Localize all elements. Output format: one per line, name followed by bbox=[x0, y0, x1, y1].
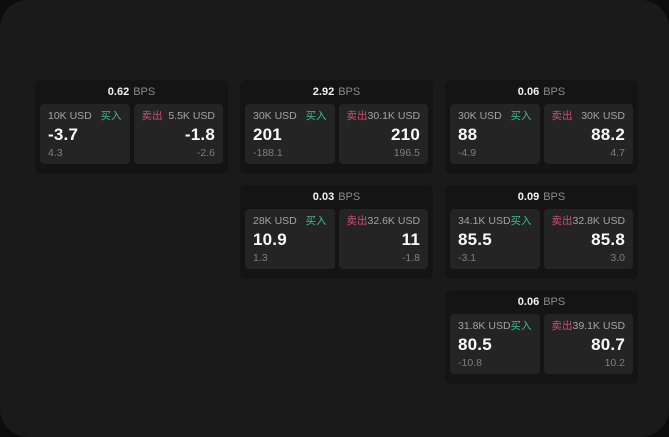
spread-header: 0.09 BPS bbox=[445, 185, 638, 209]
sell-delta: -1.8 bbox=[401, 251, 420, 264]
spread-value: 0.06 bbox=[517, 295, 540, 308]
quote-card: 0.06 BPS 31.8K USD 买入 80.5 -10.8 卖出 39.1… bbox=[445, 290, 638, 384]
spread-header: 0.06 BPS bbox=[445, 80, 638, 104]
buy-price: 85.5 bbox=[458, 230, 492, 249]
sell-price: -1.8 bbox=[184, 125, 215, 144]
spread-value: 0.62 bbox=[107, 85, 130, 98]
sell-side-label: 卖出 bbox=[141, 110, 163, 122]
spread-value: 0.06 bbox=[517, 85, 540, 98]
spread-header: 0.06 BPS bbox=[445, 290, 638, 314]
sell-price: 11 bbox=[401, 230, 420, 249]
spread-unit: BPS bbox=[543, 295, 566, 308]
spread-unit: BPS bbox=[338, 85, 361, 98]
buy-quote-tile[interactable]: 34.1K USD 买入 85.5 -3.1 bbox=[450, 209, 540, 269]
sell-size: 30.1K USD bbox=[367, 110, 421, 122]
sell-quote-tile[interactable]: 卖出 5.5K USD -1.8 -2.6 bbox=[133, 104, 223, 164]
spread-value: 0.03 bbox=[312, 190, 335, 203]
buy-size: 31.8K USD bbox=[458, 320, 511, 332]
buy-side-label: 买入 bbox=[510, 110, 532, 122]
buy-price: 201 bbox=[253, 125, 282, 144]
sell-delta: 196.5 bbox=[393, 146, 420, 159]
buy-delta: -10.8 bbox=[458, 356, 482, 369]
buy-side-label: 买入 bbox=[100, 110, 122, 122]
buy-delta: -3.1 bbox=[458, 251, 477, 264]
quote-card: 0.09 BPS 34.1K USD 买入 85.5 -3.1 卖出 32.8K… bbox=[445, 185, 638, 279]
buy-quote-tile[interactable]: 10K USD 买入 -3.7 4.3 bbox=[40, 104, 130, 164]
spread-unit: BPS bbox=[543, 85, 566, 98]
buy-size: 34.1K USD bbox=[458, 215, 511, 227]
buy-quote-tile[interactable]: 30K USD 买入 88 -4.9 bbox=[450, 104, 540, 164]
buy-quote-tile[interactable]: 28K USD 买入 10.9 1.3 bbox=[245, 209, 335, 269]
buy-price: 80.5 bbox=[458, 335, 492, 354]
buy-quote-tile[interactable]: 31.8K USD 买入 80.5 -10.8 bbox=[450, 314, 540, 374]
buy-quote-tile[interactable]: 30K USD 买入 201 -188.1 bbox=[245, 104, 335, 164]
buy-side-label: 买入 bbox=[305, 215, 327, 227]
buy-price: 88 bbox=[458, 125, 478, 144]
quote-card: 2.92 BPS 30K USD 买入 201 -188.1 卖出 30.1K … bbox=[240, 80, 433, 174]
quote-card: 0.06 BPS 30K USD 买入 88 -4.9 卖出 30K USD 8… bbox=[445, 80, 638, 174]
spread-unit: BPS bbox=[133, 85, 156, 98]
sell-delta: 4.7 bbox=[610, 146, 625, 159]
sell-price: 85.8 bbox=[591, 230, 625, 249]
buy-delta: 4.3 bbox=[48, 146, 63, 159]
quote-card: 0.62 BPS 10K USD 买入 -3.7 4.3 卖出 5.5K USD… bbox=[35, 80, 228, 174]
buy-price: -3.7 bbox=[48, 125, 79, 144]
buy-delta: -188.1 bbox=[253, 146, 283, 159]
sell-side-label: 卖出 bbox=[551, 320, 573, 332]
sell-delta: 10.2 bbox=[604, 356, 625, 369]
sell-side-label: 卖出 bbox=[551, 110, 573, 122]
sell-size: 32.6K USD bbox=[367, 215, 421, 227]
quote-card: 0.03 BPS 28K USD 买入 10.9 1.3 卖出 32.6K US… bbox=[240, 185, 433, 279]
buy-size: 30K USD bbox=[253, 110, 297, 122]
sell-quote-tile[interactable]: 卖出 30.1K USD 210 196.5 bbox=[338, 104, 428, 164]
buy-size: 30K USD bbox=[458, 110, 502, 122]
spread-header: 0.62 BPS bbox=[35, 80, 228, 104]
spread-unit: BPS bbox=[338, 190, 361, 203]
buy-size: 10K USD bbox=[48, 110, 92, 122]
sell-side-label: 卖出 bbox=[551, 215, 573, 227]
sell-quote-tile[interactable]: 卖出 32.8K USD 85.8 3.0 bbox=[543, 209, 633, 269]
spread-header: 0.03 BPS bbox=[240, 185, 433, 209]
sell-quote-tile[interactable]: 卖出 30K USD 88.2 4.7 bbox=[543, 104, 633, 164]
spread-unit: BPS bbox=[543, 190, 566, 203]
sell-delta: 3.0 bbox=[610, 251, 625, 264]
sell-delta: -2.6 bbox=[196, 146, 215, 159]
sell-price: 210 bbox=[391, 125, 420, 144]
buy-delta: 1.3 bbox=[253, 251, 268, 264]
buy-side-label: 买入 bbox=[510, 320, 532, 332]
sell-price: 80.7 bbox=[591, 335, 625, 354]
sell-size: 5.5K USD bbox=[168, 110, 215, 122]
buy-price: 10.9 bbox=[253, 230, 287, 249]
buy-delta: -4.9 bbox=[458, 146, 477, 159]
buy-side-label: 买入 bbox=[305, 110, 327, 122]
sell-size: 32.8K USD bbox=[572, 215, 626, 227]
sell-quote-tile[interactable]: 卖出 39.1K USD 80.7 10.2 bbox=[543, 314, 633, 374]
sell-size: 30K USD bbox=[581, 110, 625, 122]
sell-quote-tile[interactable]: 卖出 32.6K USD 11 -1.8 bbox=[338, 209, 428, 269]
spread-value: 0.09 bbox=[517, 190, 540, 203]
sell-size: 39.1K USD bbox=[572, 320, 626, 332]
spread-header: 2.92 BPS bbox=[240, 80, 433, 104]
spread-value: 2.92 bbox=[312, 85, 335, 98]
buy-size: 28K USD bbox=[253, 215, 297, 227]
buy-side-label: 买入 bbox=[510, 215, 532, 227]
sell-price: 88.2 bbox=[591, 125, 625, 144]
sell-side-label: 卖出 bbox=[346, 215, 368, 227]
sell-side-label: 卖出 bbox=[346, 110, 368, 122]
